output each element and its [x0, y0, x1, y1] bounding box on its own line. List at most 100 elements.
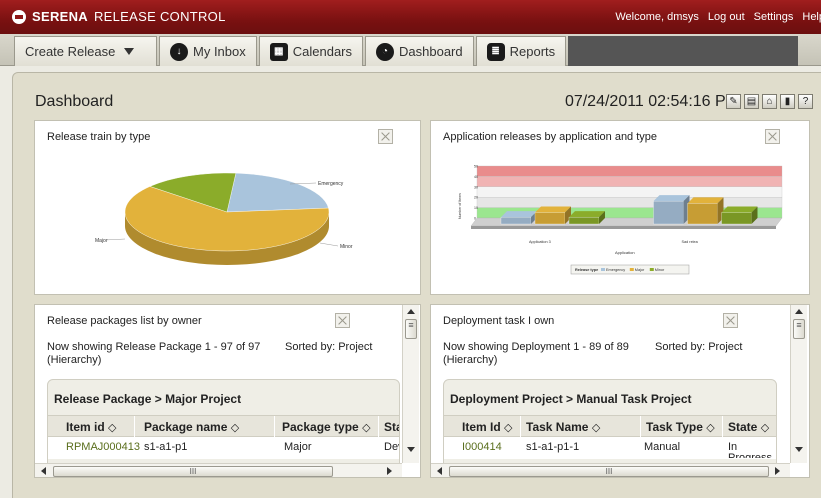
scroll-right-arrow[interactable]	[775, 467, 780, 475]
maximize-icon[interactable]	[723, 313, 738, 328]
cell-package-type: Major	[284, 441, 312, 453]
tab-reports[interactable]: ≣ Reports	[475, 36, 567, 66]
x-axis-label: Application	[615, 250, 635, 255]
bar-top-minor	[721, 206, 758, 213]
scroll-thumb-v[interactable]: ≡	[793, 319, 805, 339]
y-axis-label: Number of Items	[458, 193, 462, 219]
clipboard-icon[interactable]: ▮	[780, 94, 795, 109]
item-id-link[interactable]: I000414	[462, 441, 502, 453]
scroll-down-arrow[interactable]	[795, 447, 803, 452]
bar-side-minor	[599, 211, 605, 224]
showing-count: Now showing Deployment 1 - 89 of 89 (Hie…	[443, 341, 629, 366]
chevron-down-icon	[124, 48, 135, 55]
floor-edge	[471, 226, 776, 229]
tab-calendars-label: Calendars	[292, 44, 353, 59]
cell-package-name: s1-a1-p1	[144, 441, 188, 453]
maximize-icon[interactable]	[378, 129, 393, 144]
settings-link[interactable]: Settings	[753, 11, 794, 23]
x-tick-label: Application 3	[529, 240, 551, 244]
col-item-id[interactable]: Item id ◇	[66, 420, 117, 434]
cell-state: In	[728, 441, 738, 453]
panel-release-packages: Release packages list by owner Now showi…	[34, 304, 421, 478]
horizontal-scrollbar[interactable]: III	[431, 463, 790, 477]
col-state[interactable]: Sta	[384, 420, 399, 434]
scroll-thumb-v[interactable]: ≡	[405, 319, 417, 339]
panel-release-train: Release train by type Emergency Major Mi…	[34, 120, 421, 295]
y-tick-label: 40	[474, 175, 478, 179]
bar-top-emergency	[653, 195, 690, 202]
legend-swatch-emergency	[601, 268, 605, 271]
packages-grid: Release Package > Major Project Item id …	[47, 379, 400, 477]
panel-title: Release train by type	[47, 131, 151, 143]
cell-state-cont: Progress	[728, 452, 773, 458]
tab-dashboard[interactable]: ◔ Dashboard	[365, 36, 474, 66]
panel-title: Deployment task I own	[443, 315, 555, 327]
legend-entry-emergency: Emergency	[606, 268, 625, 272]
legend-swatch-minor	[649, 268, 654, 271]
tab-my-inbox-label: My Inbox	[193, 44, 246, 59]
logout-link[interactable]: Log out	[707, 11, 745, 23]
calendar-icon: ▦	[269, 42, 288, 61]
y-tick-label: 10	[474, 206, 478, 210]
legend-swatch-major	[629, 268, 634, 271]
print-icon[interactable]: ▤	[744, 94, 759, 109]
scroll-left-arrow[interactable]	[437, 467, 442, 475]
item-id-link[interactable]: RPMAJ000413	[66, 441, 140, 453]
maximize-icon[interactable]	[765, 129, 780, 144]
legend-title: Release type	[575, 268, 598, 272]
col-package-name[interactable]: Package name ◇	[144, 420, 240, 434]
edit-icon[interactable]: ✎	[726, 94, 741, 109]
group-header: Release Package > Major Project	[54, 392, 242, 406]
dashboard-toolbar: ✎ ▤ ⌂ ▮ ?	[726, 94, 813, 109]
vertical-scrollbar[interactable]: ≡	[402, 305, 419, 463]
col-package-type[interactable]: Package type ◇	[282, 420, 371, 434]
bar-major-1	[687, 203, 718, 225]
bar-emergency-0	[500, 216, 532, 225]
bar-side-major	[565, 206, 571, 224]
scroll-up-arrow[interactable]	[795, 309, 803, 314]
tab-calendars[interactable]: ▦ Calendars	[258, 36, 364, 66]
product-logo: SERENA RELEASE CONTROL	[12, 9, 226, 24]
bar-minor-1	[721, 212, 752, 225]
horizontal-scrollbar[interactable]: III	[35, 463, 402, 477]
home-icon[interactable]: ⌂	[762, 94, 777, 109]
cell-state: Dev	[384, 441, 399, 453]
scroll-thumb-h[interactable]: III	[53, 466, 333, 477]
col-item-id[interactable]: Item Id ◇	[462, 420, 513, 434]
col-task-type[interactable]: Task Type ◇	[646, 420, 715, 434]
scroll-thumb-h[interactable]: III	[449, 466, 769, 477]
bar-chart: 0 10 20 30 40 50 Application 3 Sad relea Number…	[458, 165, 783, 275]
col-task-name[interactable]: Task Name ◇	[526, 420, 601, 434]
scroll-left-arrow[interactable]	[41, 467, 46, 475]
table-header: Item id ◇ Package name ◇ Package type ◇ …	[48, 415, 399, 438]
scroll-right-arrow[interactable]	[387, 467, 392, 475]
tab-my-inbox[interactable]: ↓ My Inbox	[159, 36, 257, 66]
sorted-by: Sorted by: Project	[285, 341, 373, 353]
sorted-by: Sorted by: Project	[655, 341, 743, 353]
col-state[interactable]: State ◇	[728, 420, 770, 434]
table-row[interactable]: RPMAJ000413 s1-a1-p1 Major Dev	[48, 437, 399, 459]
table-row[interactable]: I000414 s1-a1-p1-1 Manual In Progress	[444, 437, 776, 459]
bar-top-major	[535, 206, 571, 213]
scroll-up-arrow[interactable]	[407, 309, 415, 314]
y-tick-label: 20	[474, 196, 478, 200]
showing-count: Now showing Release Package 1 - 97 of 97…	[47, 341, 261, 366]
current-datetime: 07/24/2011 02:54:16 PM	[564, 93, 739, 110]
y-tick-label: 0	[474, 217, 476, 221]
help-link[interactable]: Help	[802, 11, 821, 23]
y-tick-label: 50	[474, 165, 478, 169]
serena-logo-icon	[12, 9, 26, 24]
vertical-scrollbar[interactable]: ≡	[790, 305, 807, 463]
bar-emergency-1	[653, 200, 684, 225]
maximize-icon[interactable]	[335, 313, 350, 328]
tab-create-release[interactable]: Create Release	[14, 36, 157, 66]
scroll-down-arrow[interactable]	[407, 447, 415, 452]
header-links: Welcome, dmsys Log out Settings Help	[615, 11, 821, 23]
pie-label-major: Major	[95, 238, 108, 244]
deployments-grid: Deployment Project > Manual Task Project…	[443, 379, 777, 477]
group-header: Deployment Project > Manual Task Project	[450, 392, 692, 406]
table-header: Item Id ◇ Task Name ◇ Task Type ◇ State …	[444, 415, 776, 438]
help-icon[interactable]: ?	[798, 94, 813, 109]
bar-top-major	[687, 197, 724, 204]
panel-title: Application releases by application and …	[443, 131, 658, 143]
